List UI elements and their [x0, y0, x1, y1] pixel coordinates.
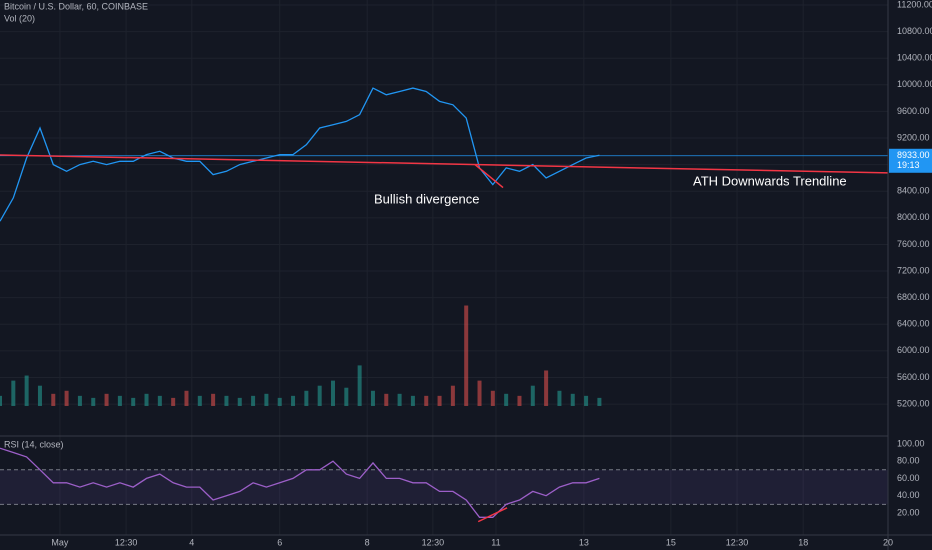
rsi-title: RSI (14, close): [4, 439, 64, 449]
annotation: Bullish divergence: [374, 191, 480, 206]
y-tick-label: 9600.00: [897, 106, 930, 116]
volume-bar: [197, 395, 202, 406]
volume-bar: [91, 397, 96, 406]
y-tick-label: 60.00: [897, 473, 920, 483]
volume-label: Vol (20): [4, 13, 35, 23]
volume-bar: [171, 397, 176, 406]
volume-bar: [104, 393, 109, 406]
volume-bar: [11, 380, 16, 406]
volume-bar: [384, 393, 389, 406]
volume-bar: [357, 365, 362, 406]
y-tick-label: 5600.00: [897, 372, 930, 382]
countdown: 19:13: [897, 160, 920, 170]
volume-bar: [464, 305, 469, 406]
x-tick-label: 8: [365, 537, 370, 547]
chart-title: Bitcoin / U.S. Dollar, 60, COINBASE: [4, 1, 148, 11]
rsi-band: [0, 469, 888, 505]
volume-bar: [0, 395, 2, 406]
y-tick-label: 80.00: [897, 456, 920, 466]
volume-bar: [344, 387, 349, 406]
volume-bar: [490, 390, 495, 406]
x-tick-label: May: [51, 537, 69, 547]
volume-bar: [237, 397, 242, 406]
y-tick-label: 10000.00: [897, 79, 932, 89]
volume-bar: [450, 385, 455, 406]
volume-bar: [424, 395, 429, 406]
annotation: ATH Downwards Trendline: [693, 173, 847, 188]
price-tag: [889, 148, 932, 173]
volume-bar: [557, 390, 562, 406]
price-tag-label: 8933.00: [897, 150, 930, 160]
volume-bar: [291, 395, 296, 406]
mark-layer: [0, 87, 889, 523]
x-tick-label: 11: [491, 537, 500, 547]
y-tick-label: 40.00: [897, 490, 920, 500]
volume-bar: [544, 370, 549, 406]
y-tick-label: 20.00: [897, 507, 920, 517]
trend-line: [477, 507, 508, 523]
volume-bar: [570, 393, 575, 406]
x-tick-label: 4: [189, 537, 194, 547]
y-tick-label: 5200.00: [897, 398, 930, 408]
volume-bar: [211, 393, 216, 406]
volume-bar: [37, 385, 42, 406]
volume-bar: [317, 385, 322, 406]
volume-bar: [117, 395, 122, 406]
volume-bar: [504, 393, 509, 406]
volume-bar: [24, 375, 29, 406]
volume-bar: [251, 395, 256, 406]
volume-bar: [264, 393, 269, 406]
grid-layer: [0, 0, 889, 535]
y-tick-label: 11200.00: [897, 0, 932, 9]
x-tick-label: 12:30: [115, 537, 138, 547]
x-tick-label: 12:30: [422, 537, 445, 547]
y-tick-label: 10400.00: [897, 53, 932, 63]
volume-bar: [477, 380, 482, 406]
x-tick-label: 13: [579, 537, 589, 547]
volume-bar: [184, 390, 189, 406]
y-tick-label: 7600.00: [897, 239, 930, 249]
y-tick-label: 8000.00: [897, 212, 930, 222]
x-tick-label: 6: [277, 537, 282, 547]
volume-bar: [277, 397, 282, 406]
y-tick-label: 8400.00: [897, 186, 930, 196]
volume-bar: [157, 395, 162, 406]
y-tick-label: 10800.00: [897, 26, 932, 36]
trend-line: [0, 154, 889, 174]
y-tick-label: 7200.00: [897, 265, 930, 275]
volume-bar: [64, 390, 69, 406]
volume-bar: [397, 393, 402, 406]
x-tick-label: 18: [798, 537, 808, 547]
y-tick-label: 6000.00: [897, 345, 930, 355]
y-tick-label: 100.00: [897, 438, 925, 448]
y-tick-label: 9200.00: [897, 132, 930, 142]
volume-bar: [370, 390, 375, 406]
volume-bar: [437, 395, 442, 406]
volume-bar: [517, 395, 522, 406]
x-tick-label: 12:30: [726, 537, 749, 547]
volume-bar: [51, 393, 56, 406]
volume-bar: [131, 397, 136, 406]
volume-bar: [224, 395, 229, 406]
volume-bar: [410, 395, 415, 406]
volume-bar: [144, 393, 149, 406]
volume-bar: [77, 395, 82, 406]
y-tick-label: 6400.00: [897, 319, 930, 329]
volume-bar: [597, 397, 602, 406]
y-tick-label: 6800.00: [897, 292, 930, 302]
volume-bar: [304, 390, 309, 406]
trend-line: [474, 164, 504, 189]
x-tick-label: 20: [883, 537, 893, 547]
volume-bar: [584, 395, 589, 406]
volume-bar: [331, 380, 335, 406]
x-tick-label: 15: [666, 537, 676, 547]
volume-bar: [530, 385, 535, 406]
price-line: [0, 87, 600, 222]
